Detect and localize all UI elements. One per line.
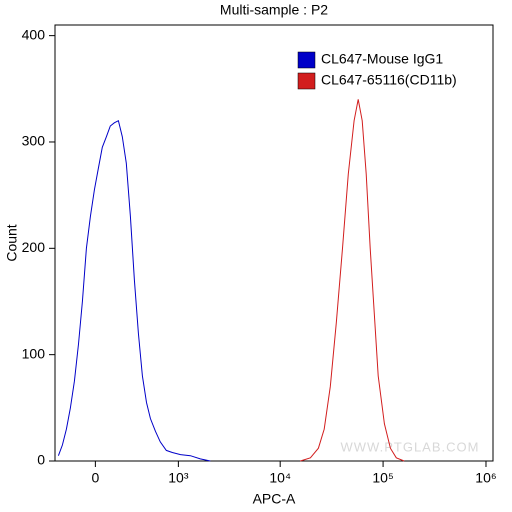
histogram-line — [57, 119, 211, 462]
legend-swatch — [297, 72, 316, 90]
watermark: WWW.PTGLAB.COM — [341, 439, 480, 454]
x-axis-label: APC-A — [253, 491, 296, 507]
x-tick-label: 10⁵ — [372, 470, 393, 486]
legend-swatch — [297, 51, 316, 69]
y-tick-label: 0 — [37, 452, 45, 468]
y-tick-label: 300 — [22, 133, 46, 149]
x-tick-label: 10⁶ — [475, 470, 496, 486]
legend-label: CL647-65116(CD11b) — [321, 72, 457, 88]
legend-label: CL647-Mouse IgG1 — [321, 51, 443, 67]
plot-frame — [54, 24, 494, 462]
y-tick-label: 400 — [22, 26, 46, 42]
x-tick-label: 10³ — [168, 470, 189, 486]
x-tick-label: 0 — [91, 470, 99, 486]
chart-title: Multi-sample : P2 — [220, 2, 328, 18]
y-tick-label: 100 — [22, 345, 46, 361]
y-axis-label: Count — [4, 224, 20, 261]
histogram-line — [300, 99, 405, 462]
y-tick-label: 200 — [22, 239, 46, 255]
x-tick-label: 10⁴ — [269, 470, 291, 486]
